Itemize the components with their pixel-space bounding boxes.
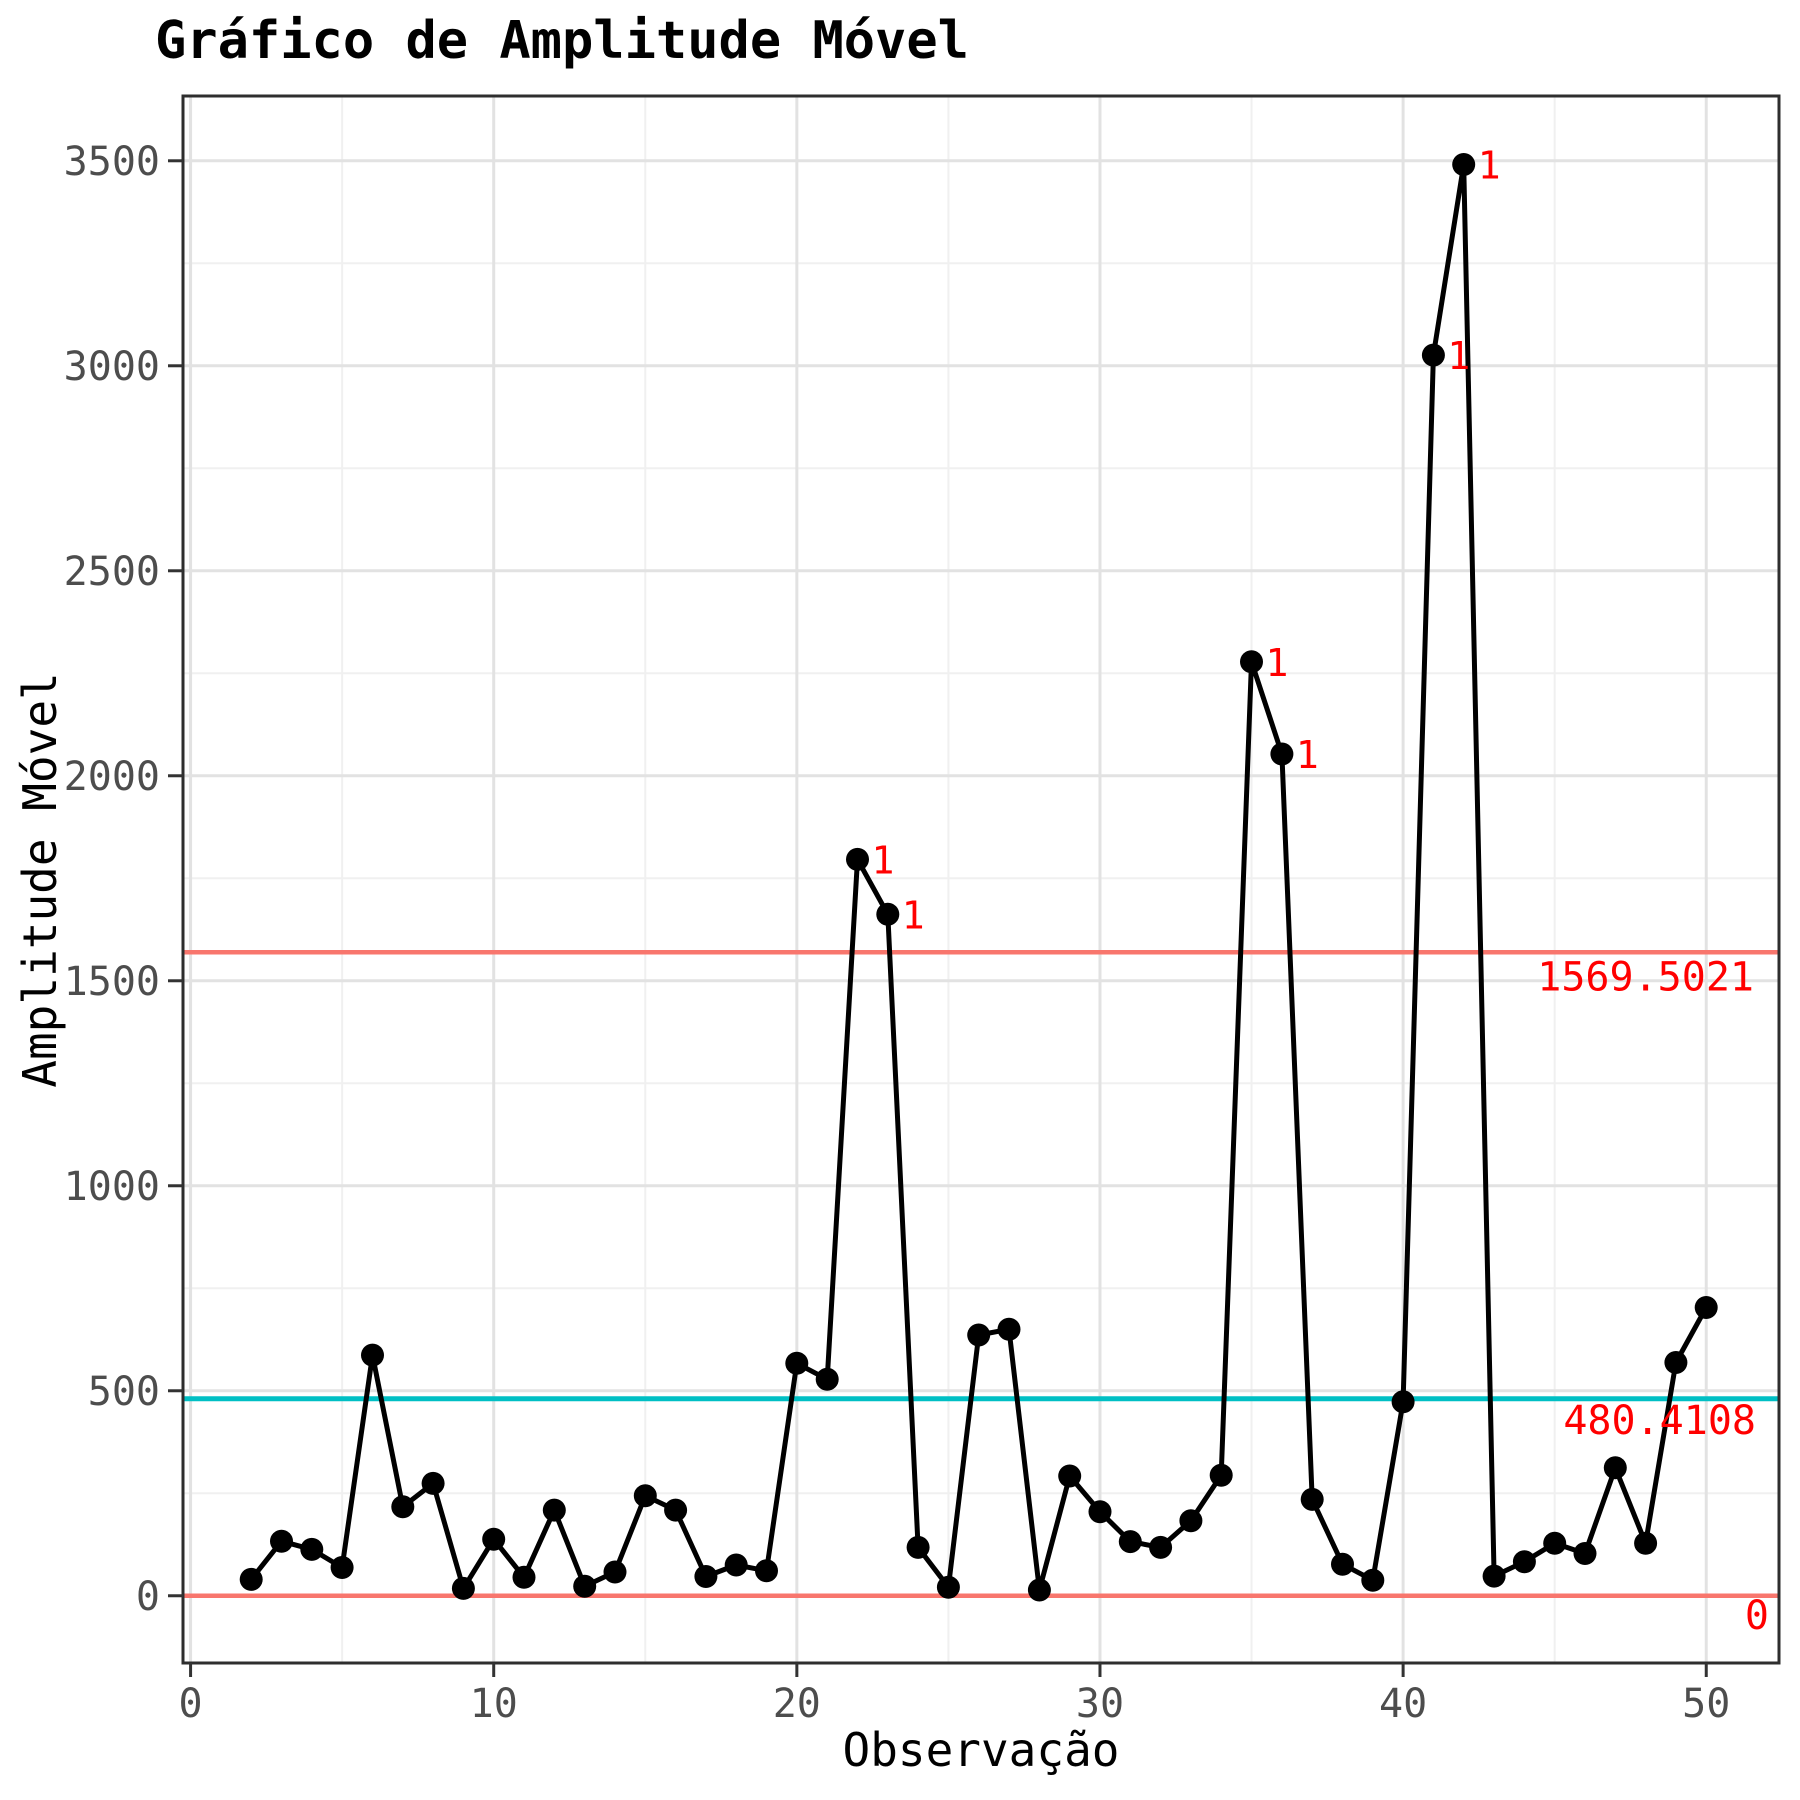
data-point: [1634, 1531, 1658, 1555]
data-point: [1543, 1531, 1567, 1555]
y-tick-label: 1500: [64, 959, 160, 1005]
data-point: [1179, 1509, 1203, 1533]
data-point: [1027, 1578, 1051, 1602]
y-axis-title: Amplitude Móvel: [13, 672, 67, 1087]
data-point: [1149, 1535, 1173, 1559]
signal-label: 1: [1296, 733, 1319, 777]
data-point: [906, 1535, 930, 1559]
data-point: [361, 1343, 384, 1367]
panel-border: [181, 94, 1781, 1665]
data-point: [1300, 1487, 1324, 1511]
data-point: [1603, 1456, 1627, 1480]
data-point: [1058, 1464, 1082, 1488]
data-point: [1118, 1530, 1142, 1554]
data-point: [1573, 1542, 1597, 1565]
data-point: [1209, 1463, 1233, 1487]
series-line: [249, 162, 1709, 1593]
data-point: [997, 1317, 1021, 1341]
data-point: [1482, 1564, 1506, 1588]
x-tick-label: 50: [1682, 1681, 1730, 1727]
y-tick-label: 1000: [64, 1164, 160, 1210]
signal-label: 1: [902, 893, 925, 937]
x-tick-label: 0: [179, 1681, 203, 1727]
data-point: [633, 1484, 657, 1508]
data-point: [1391, 1390, 1415, 1414]
y-tick-label: 2500: [64, 549, 160, 595]
signal-label: 1: [872, 838, 895, 882]
data-point: [391, 1495, 415, 1519]
x-tick-label: 10: [470, 1681, 518, 1727]
y-tick-label: 2000: [64, 754, 160, 800]
y-tick-label: 3500: [64, 139, 160, 185]
data-point: [421, 1471, 445, 1495]
data-point: [1240, 650, 1263, 674]
data-point: [1664, 1351, 1688, 1374]
series-layer: [239, 153, 1718, 1602]
data-point: [451, 1576, 475, 1600]
chart-title: Gráfico de Amplitude Móvel: [155, 11, 969, 71]
data-point: [270, 1529, 293, 1553]
y-tick-label: 0: [136, 1574, 160, 1620]
data-point: [1421, 343, 1445, 367]
data-point: [846, 847, 869, 871]
x-tick-label: 20: [773, 1681, 821, 1727]
data-point: [785, 1351, 809, 1375]
data-point: [603, 1560, 627, 1584]
grid-minor-layer: [183, 96, 1779, 1663]
signal-label: 1: [1266, 641, 1289, 685]
lcl-value-label: 0: [1745, 1593, 1769, 1639]
signal-label: 1: [1478, 144, 1501, 188]
control-limit-lines-layer: [183, 950, 1779, 1599]
data-point: [1331, 1552, 1354, 1576]
x-axis-title: Observação: [843, 1723, 1120, 1777]
data-point: [876, 902, 900, 926]
data-point: [815, 1367, 839, 1391]
data-point: [724, 1553, 748, 1577]
data-point: [664, 1498, 688, 1522]
data-point: [755, 1559, 778, 1583]
data-point: [936, 1575, 960, 1599]
data-point: [1270, 742, 1294, 766]
y-tick-label: 3000: [64, 344, 160, 390]
x-tick-label: 30: [1076, 1681, 1124, 1727]
data-point: [239, 1567, 263, 1591]
data-point: [694, 1565, 718, 1588]
data-point: [1694, 1296, 1718, 1319]
grid-major-layer: [183, 96, 1779, 1663]
data-point: [1361, 1568, 1385, 1592]
cl-value-label: 480.4108: [1563, 1398, 1756, 1444]
ucl-value-label: 1569.5021: [1537, 954, 1754, 1000]
data-point: [482, 1527, 506, 1551]
y-tick-label: 500: [88, 1369, 160, 1415]
signal-label: 1: [1447, 334, 1470, 378]
data-point: [1088, 1500, 1112, 1524]
x-tick-label: 40: [1379, 1681, 1427, 1727]
data-point: [330, 1556, 354, 1579]
data-point: [573, 1574, 597, 1598]
data-point: [542, 1498, 566, 1522]
data-point: [512, 1565, 536, 1589]
data-point: [1512, 1550, 1536, 1574]
data-point: [967, 1323, 991, 1347]
data-point: [1452, 153, 1476, 176]
data-point: [300, 1537, 324, 1561]
